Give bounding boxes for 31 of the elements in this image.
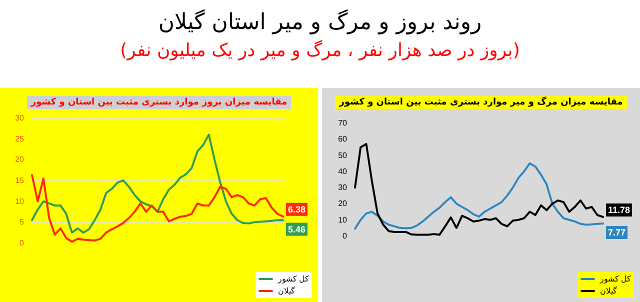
y-tick-label: 60 [338, 134, 348, 144]
data-label: 6.38 [288, 204, 306, 214]
y-tick-label: 20 [15, 155, 25, 164]
y-tick-label: 5 [20, 218, 25, 227]
line-series [31, 134, 284, 234]
legend-label: گیلان [278, 286, 295, 296]
data-label: 11.78 [608, 204, 630, 215]
y-tick-label: 40 [338, 166, 348, 176]
legend-label: کل کشور [276, 274, 310, 284]
line-series [354, 162, 604, 230]
y-tick-label: 0 [20, 238, 25, 248]
chart-title: مقایسه میزان مرگ و میر موارد بستری مثبت بین استان و کشور [338, 96, 623, 108]
text: (بروز در صد هزار نفر ، مرگ و میر در یک میلیون نفر) [119, 39, 521, 63]
y-tick-label: 25 [15, 134, 25, 144]
y-tick-label: 10 [338, 215, 348, 224]
legend-label: گیلان [600, 286, 617, 296]
data-label: 5.46 [288, 224, 306, 234]
y-tick-label: 30 [15, 114, 25, 122]
y-tick-label: 30 [338, 183, 348, 192]
y-tick-label: 50 [338, 150, 348, 160]
y-tick-label: 15 [15, 176, 25, 185]
chart-title: مقایسه میزان بروز موارد بستری مثبت بین استان و کشور [30, 98, 288, 108]
y-tick-label: 0 [342, 232, 348, 240]
text: روند بروز و مرگ و میر استان گیلان [157, 8, 483, 37]
data-label: 7.77 [608, 227, 626, 238]
legend-label: کل کشور [598, 274, 632, 284]
line-series [31, 174, 284, 243]
y-tick-label: 20 [338, 199, 348, 208]
line-series [354, 142, 604, 236]
y-tick-label: 70 [338, 118, 348, 128]
y-tick-label: 10 [15, 196, 25, 206]
